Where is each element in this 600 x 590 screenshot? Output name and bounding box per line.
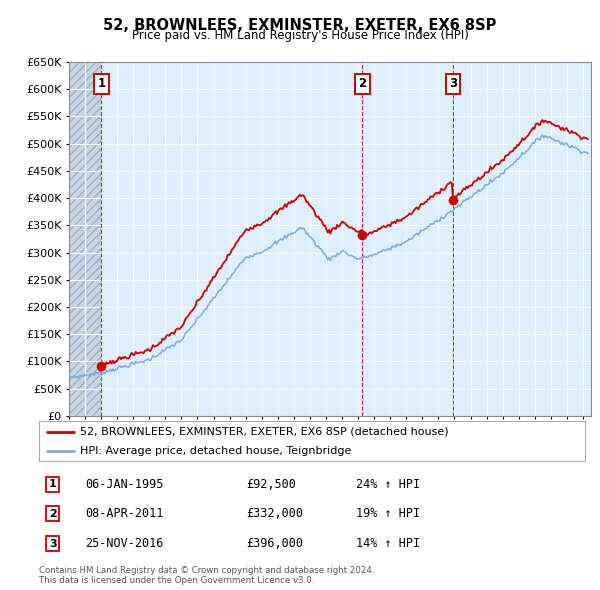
Text: 2: 2 [358, 77, 367, 90]
Text: 06-JAN-1995: 06-JAN-1995 [85, 477, 164, 490]
Text: 2: 2 [49, 509, 56, 519]
Bar [69, 62, 101, 416]
Text: £92,500: £92,500 [247, 477, 296, 490]
Text: 1: 1 [97, 77, 106, 90]
Text: This data is licensed under the Open Government Licence v3.0.: This data is licensed under the Open Gov… [39, 576, 314, 585]
Text: Contains HM Land Registry data © Crown copyright and database right 2024.: Contains HM Land Registry data © Crown c… [39, 566, 374, 575]
Text: 1: 1 [49, 479, 56, 489]
Text: £332,000: £332,000 [247, 507, 304, 520]
Text: £396,000: £396,000 [247, 537, 304, 550]
Text: 19% ↑ HPI: 19% ↑ HPI [356, 507, 420, 520]
Text: 14% ↑ HPI: 14% ↑ HPI [356, 537, 420, 550]
Text: 25-NOV-2016: 25-NOV-2016 [85, 537, 164, 550]
Text: 52, BROWNLEES, EXMINSTER, EXETER, EX6 8SP: 52, BROWNLEES, EXMINSTER, EXETER, EX6 8S… [103, 18, 497, 32]
Text: 08-APR-2011: 08-APR-2011 [85, 507, 164, 520]
Text: 52, BROWNLEES, EXMINSTER, EXETER, EX6 8SP (detached house): 52, BROWNLEES, EXMINSTER, EXETER, EX6 8S… [80, 427, 449, 437]
Text: 3: 3 [49, 539, 56, 549]
Text: 3: 3 [449, 77, 457, 90]
Text: HPI: Average price, detached house, Teignbridge: HPI: Average price, detached house, Teig… [80, 446, 352, 456]
Text: 24% ↑ HPI: 24% ↑ HPI [356, 477, 420, 490]
Text: Price paid vs. HM Land Registry's House Price Index (HPI): Price paid vs. HM Land Registry's House … [131, 29, 469, 42]
